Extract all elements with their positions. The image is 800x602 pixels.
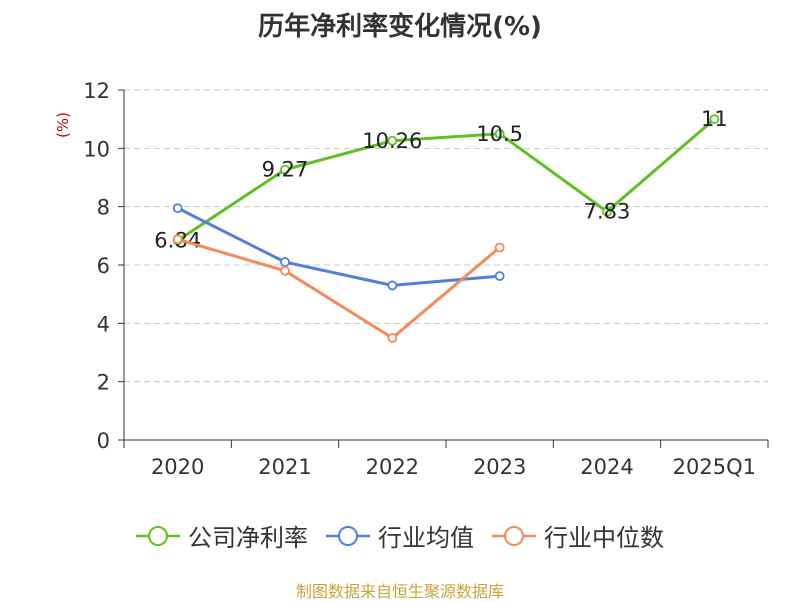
x-tick-label: 2020 [151, 455, 204, 479]
data-point [494, 128, 505, 139]
legend: 公司净利率 行业均值 行业中位数 [0, 518, 800, 553]
data-point [387, 135, 398, 146]
legend-item[interactable]: 行业均值 [326, 518, 474, 553]
data-point [387, 280, 398, 291]
legend-label: 公司净利率 [188, 524, 308, 552]
chart-title: 历年净利率变化情况(%) [258, 12, 542, 42]
data-point [494, 271, 505, 281]
source-note: 制图数据来自恒生聚源数据库 [295, 582, 504, 601]
y-tick-label: 0 [97, 429, 110, 453]
x-tick-label: 2025Q1 [673, 455, 756, 479]
data-point [387, 333, 398, 343]
data-label: 11 [701, 107, 728, 131]
legend-item[interactable]: 行业中位数 [492, 518, 664, 553]
y-axis-label: (%) [54, 112, 72, 138]
data-point [709, 114, 720, 125]
data-point [494, 242, 505, 253]
x-tick-label: 2022 [366, 455, 419, 479]
data-point [280, 257, 290, 267]
legend-label: 行业均值 [378, 524, 474, 552]
y-tick-label: 2 [97, 371, 110, 395]
x-tick-label: 2021 [258, 455, 311, 479]
series-line-0 [176, 118, 716, 242]
y-tick-label: 8 [97, 196, 110, 220]
data-point [602, 206, 612, 217]
y-tick-label: 10 [83, 137, 110, 161]
data-point [280, 265, 290, 276]
data-point [280, 164, 290, 175]
legend-swatch [326, 525, 370, 546]
legend-swatch [492, 525, 536, 546]
legend-item[interactable]: 公司净利率 [136, 518, 308, 553]
data-point [172, 203, 183, 214]
legend-swatch [136, 525, 180, 546]
x-tick-label: 2024 [580, 455, 633, 479]
x-tick-label: 2023 [473, 455, 526, 479]
series-line-2 [177, 237, 501, 340]
y-tick-label: 6 [97, 254, 110, 278]
data-label: 10.26 [362, 129, 422, 153]
y-tick-label: 12 [83, 79, 110, 103]
data-label: 9.27 [262, 158, 309, 182]
legend-label: 行业中位数 [544, 524, 664, 552]
series-line-1 [176, 206, 500, 287]
data-point [172, 234, 183, 245]
data-label: 7.83 [584, 200, 631, 224]
data-label: 10.5 [476, 122, 523, 146]
y-tick-label: 4 [97, 312, 110, 336]
